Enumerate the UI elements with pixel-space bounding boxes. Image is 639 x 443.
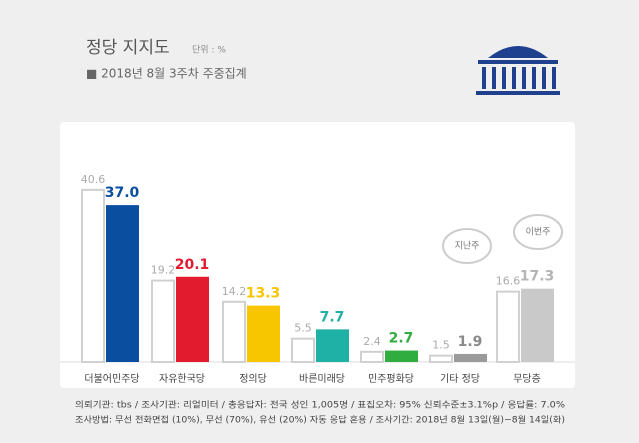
x-tick-label: 자유한국당 [159, 373, 205, 385]
value-label-previous: 40.6 [81, 173, 106, 186]
value-label-current: 7.7 [320, 309, 345, 325]
legend-label: 이번주 [526, 227, 551, 238]
value-label-previous: 5.5 [294, 322, 312, 335]
chart-title: 정당 지지도 [86, 38, 170, 58]
value-label-current: 17.3 [520, 269, 555, 285]
x-tick-label: 바른미래당 [299, 373, 345, 385]
bar-previous [291, 337, 315, 363]
value-label-previous: 14.2 [222, 285, 247, 298]
bar-current [454, 353, 487, 362]
bar-current [521, 288, 554, 362]
x-tick-label: 더불어민주당 [84, 373, 139, 385]
value-label-current: 37.0 [105, 185, 140, 201]
subtitle: ■ 2018년 8월 3주차 주중집계 [86, 67, 247, 81]
bar-previous [496, 290, 520, 363]
legend-label: 지난주 [455, 241, 480, 252]
bar-current [316, 329, 349, 362]
legend-bubble [513, 214, 563, 250]
value-label-previous: 19.2 [151, 264, 176, 277]
x-tick-label: 무당층 [513, 373, 541, 385]
bar-current [176, 276, 209, 362]
bar-current [385, 350, 418, 362]
value-label-current: 20.1 [175, 257, 210, 273]
legend-bubble [442, 228, 492, 264]
value-label-previous: 2.4 [363, 335, 381, 348]
bar-previous [222, 300, 246, 363]
unit-label: 단위 : % [192, 45, 226, 56]
value-label-previous: 16.6 [496, 275, 521, 288]
bar-current [106, 205, 139, 362]
value-label-current: 1.9 [458, 334, 483, 350]
x-tick-label: 민주평화당 [368, 373, 414, 385]
x-tick-label: 정의당 [239, 373, 267, 385]
x-tick-label: 기타 정당 [440, 373, 480, 385]
bar-previous [429, 354, 453, 364]
bar-previous [360, 350, 384, 364]
value-label-current: 2.7 [389, 331, 414, 347]
assembly-logo [476, 46, 560, 95]
footnote: 의뢰기관: tbs / 조사기관: 리얼미터 / 총응답자: 전국 성인 1,0… [75, 400, 565, 411]
footnote: 조사방법: 무선 전화면접 (10%), 무선 (70%), 유선 (20%) … [75, 415, 565, 426]
value-label-current: 13.3 [246, 286, 281, 302]
bar-previous [81, 188, 105, 363]
value-label-previous: 1.5 [432, 339, 450, 352]
bar-previous [151, 279, 175, 364]
bar-current [247, 305, 280, 362]
